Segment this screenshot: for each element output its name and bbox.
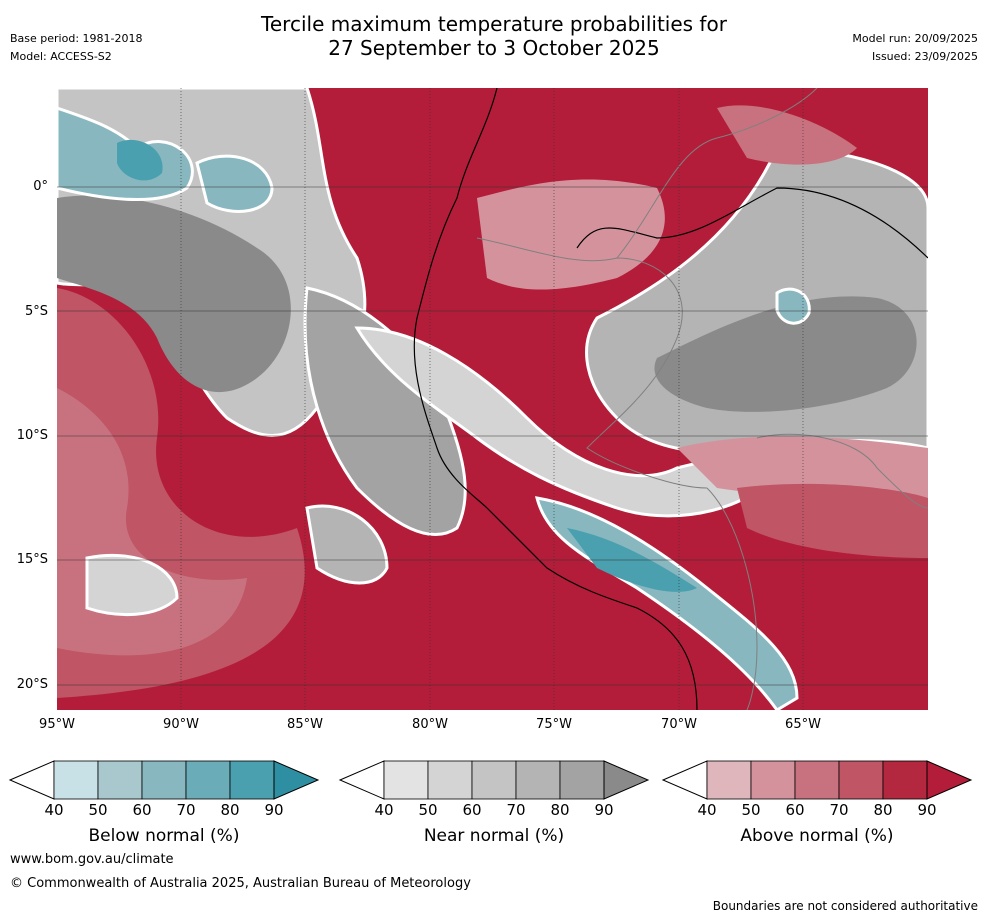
above-cb-swatch-60 [794,760,840,800]
meta-left: Base period: 1981-2018 Model: ACCESS-S2 [10,30,142,66]
near-normal-south-ocean [305,504,389,585]
probability-map [57,88,928,710]
issued-date: Issued: 23/09/2025 [871,50,978,63]
below-cb-tick-60: 60 [132,801,152,819]
near-cb-tick-50: 50 [418,801,438,819]
below-cb-swatch-40 [53,760,99,800]
below-cb-swatch-70 [185,760,231,800]
above-cb-swatch-80 [882,760,928,800]
near-cb-tick-80: 80 [550,801,570,819]
above-cb-under [661,760,708,800]
map-latlines [57,186,928,686]
near-cb-swatch-40 [383,760,429,800]
lat-label-5s: 5°S [24,304,48,319]
above-cb-swatch-70 [838,760,884,800]
near-cb-label: Near normal (%) [423,826,565,846]
above-cb-tick-60: 60 [785,801,805,819]
amazon-river [576,187,928,259]
above-normal-70-southeast [737,483,928,558]
website-link[interactable]: www.bom.gov.au/climate [10,852,174,867]
near-normal-southwest [85,553,179,617]
above-cb-tick-80: 80 [873,801,893,819]
above-cb-tick-50: 50 [741,801,761,819]
lon-label-95w: 95°W [39,717,75,732]
above-normal-50-colombia [477,179,665,290]
above-normal-60-venezuela [717,105,857,165]
coastline [413,88,698,710]
meta-right: Model run: 20/09/2025 Issued: 23/09/2025 [852,30,978,66]
above-cb-swatch-40 [706,760,752,800]
lon-label-70w: 70°W [661,717,697,732]
below-cb-over [273,760,320,800]
above-cb-over [926,760,973,800]
near-cb-swatch-80 [559,760,605,800]
near-cb-under [338,760,385,800]
above-cb-swatch-50 [750,760,796,800]
lat-label-20s: 20°S [16,677,48,692]
model-name: Model: ACCESS-S2 [10,50,112,63]
lon-label-90w: 90°W [163,717,199,732]
near-normal-90-northwest [57,195,291,393]
lat-label-0: 0° [33,179,48,194]
below-normal-east-galapagos [195,154,274,213]
below-normal-80-galapagos [117,139,163,181]
above-cb-tick-70: 70 [829,801,849,819]
colorbar-svg [8,760,973,800]
near-cb-swatch-70 [515,760,561,800]
below-cb-tick-70: 70 [176,801,196,819]
border-line-2 [616,88,818,259]
map-title: Tercile maximum temperature probabilitie… [0,12,988,60]
above-cb-label: Above normal (%) [740,826,894,846]
border-line-1 [476,237,708,489]
below-cb-swatch-60 [141,760,187,800]
below-cb-tick-40: 40 [44,801,64,819]
below-cb-swatch-80 [229,760,275,800]
below-cb-tick-50: 50 [88,801,108,819]
near-cb-over [603,760,650,800]
near-cb-swatch-60 [471,760,517,800]
below-normal-amazon [775,287,811,325]
below-cb-under [8,760,55,800]
below-cb-tick-80: 80 [220,801,240,819]
below-cb-tick-90: 90 [264,801,284,819]
base-period: Base period: 1981-2018 [10,32,143,45]
title-line-1: Tercile maximum temperature probabilitie… [261,12,727,36]
lat-label-10s: 10°S [16,428,48,443]
below-cb-label: Below normal (%) [88,826,240,846]
above-cb-tick-40: 40 [697,801,717,819]
near-normal-90-amazon [654,296,917,412]
near-cb-tick-40: 40 [374,801,394,819]
near-cb-swatch-50 [427,760,473,800]
lon-label-75w: 75°W [536,717,572,732]
near-cb-tick-90: 90 [594,801,614,819]
colorbar-group: 40 50 60 70 80 90 Below normal (%) 40 50… [0,760,988,850]
lat-label-15s: 15°S [16,552,48,567]
title-line-2: 27 September to 3 October 2025 [328,36,660,60]
copyright-text: © Commonwealth of Australia 2025, Austra… [10,876,471,891]
near-cb-tick-60: 60 [462,801,482,819]
lon-label-85w: 85°W [287,717,323,732]
model-run: Model run: 20/09/2025 [852,32,978,45]
near-cb-tick-70: 70 [506,801,526,819]
above-cb-tick-90: 90 [917,801,937,819]
lon-label-65w: 65°W [785,717,821,732]
lon-label-80w: 80°W [412,717,448,732]
below-cb-swatch-50 [97,760,143,800]
border-line-3 [706,487,758,710]
disclaimer-text: Boundaries are not considered authoritat… [712,899,978,913]
map-canvas [57,88,928,710]
border-line-4 [756,433,928,509]
